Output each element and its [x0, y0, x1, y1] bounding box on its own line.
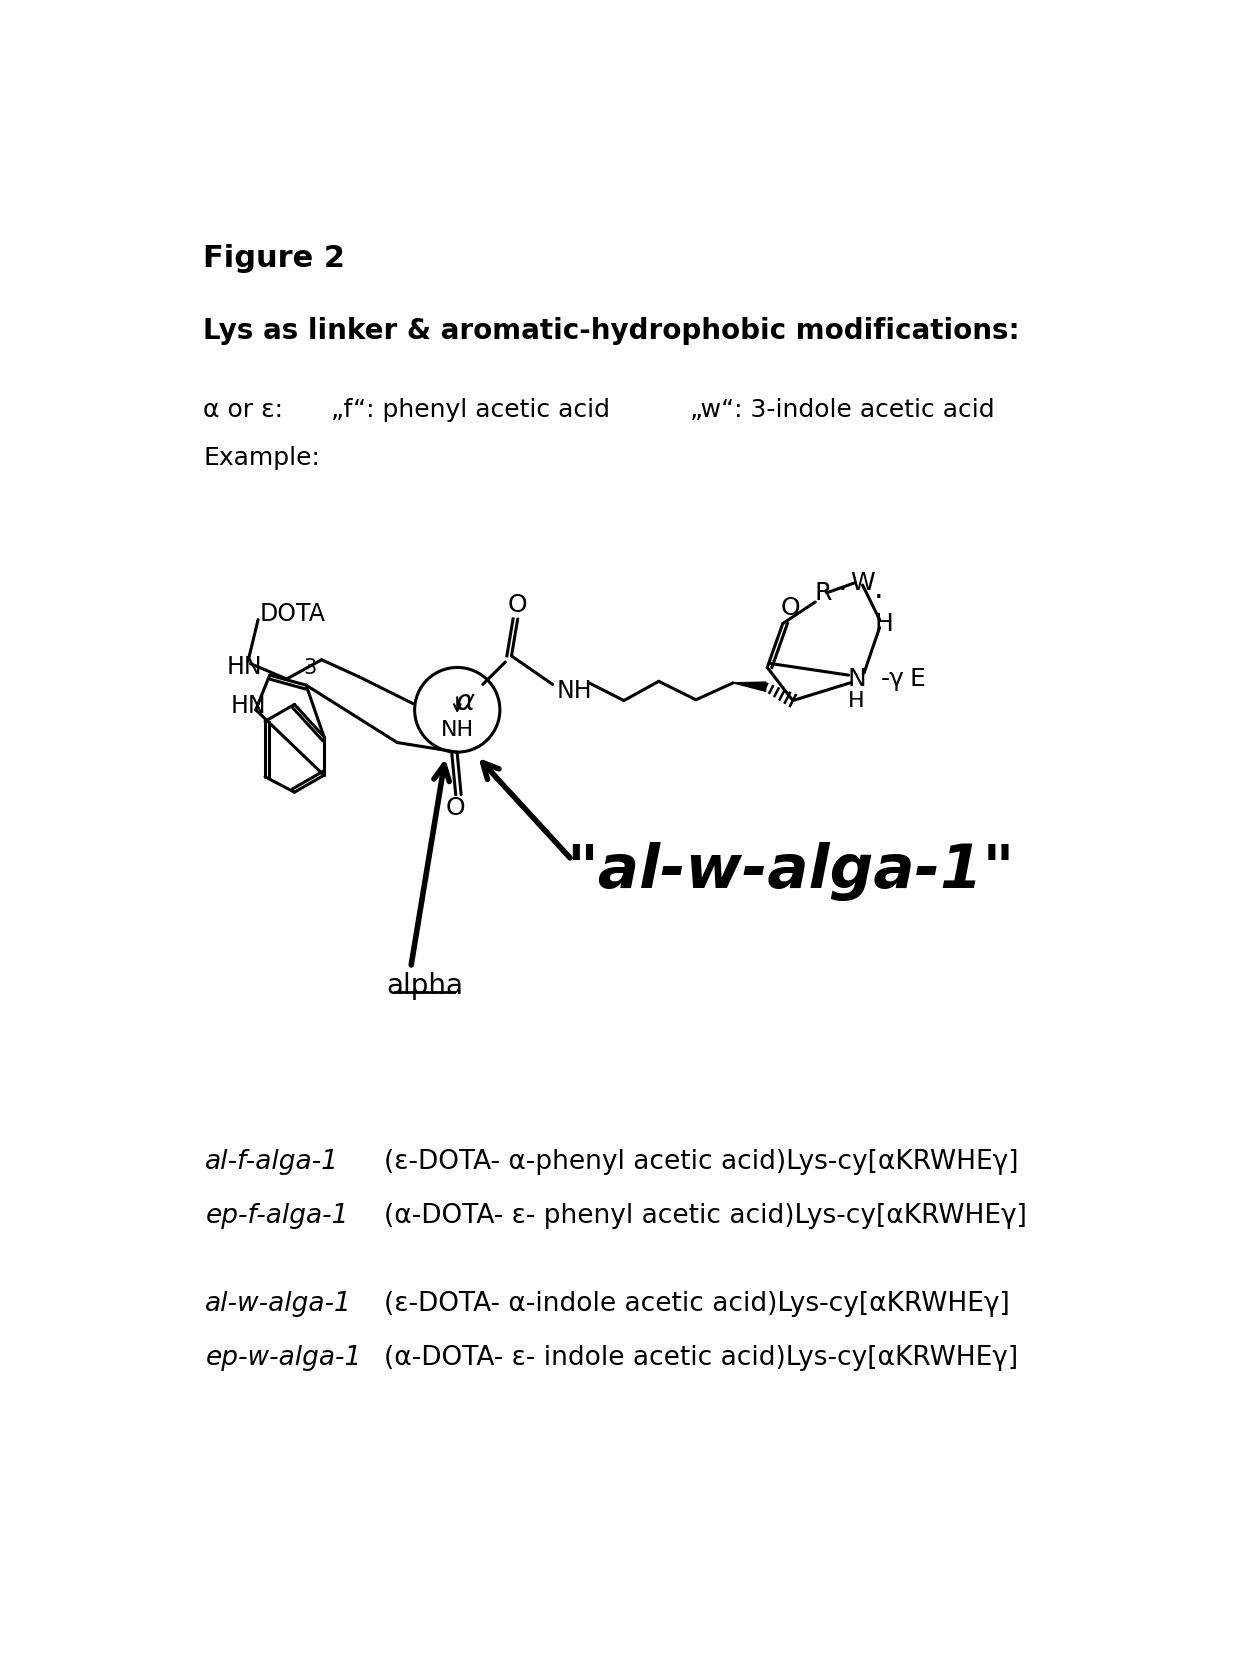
Text: Example:: Example: — [203, 447, 320, 470]
Text: HN: HN — [227, 655, 263, 679]
Text: Figure 2: Figure 2 — [203, 244, 345, 272]
Text: ep-w-alga-1: ep-w-alga-1 — [206, 1346, 362, 1371]
Text: O: O — [508, 593, 527, 617]
Text: NH: NH — [557, 679, 591, 702]
Text: (α-DOTA- ε- phenyl acetic acid)Lys-cy[αKRWHEγ]: (α-DOTA- ε- phenyl acetic acid)Lys-cy[αK… — [383, 1203, 1027, 1228]
Text: ·: · — [837, 576, 847, 605]
Text: W: W — [851, 571, 875, 595]
Text: DOTA: DOTA — [259, 601, 325, 625]
Polygon shape — [733, 682, 766, 690]
Text: N: N — [847, 667, 866, 690]
Text: H: H — [874, 612, 893, 635]
Text: (α-DOTA- ε- indole acetic acid)Lys-cy[αKRWHEγ]: (α-DOTA- ε- indole acetic acid)Lys-cy[αK… — [383, 1346, 1018, 1371]
Text: O: O — [446, 796, 465, 820]
Text: HN: HN — [231, 694, 267, 717]
Text: 3: 3 — [304, 659, 316, 679]
Text: H: H — [848, 690, 864, 711]
Text: R: R — [815, 581, 832, 605]
Text: O: O — [781, 596, 800, 620]
Text: ·: · — [873, 583, 883, 613]
Text: (ε-DOTA- α-phenyl acetic acid)Lys-cy[αKRWHEγ]: (ε-DOTA- α-phenyl acetic acid)Lys-cy[αKR… — [383, 1149, 1018, 1174]
Text: E: E — [909, 667, 925, 690]
Text: alpha: alpha — [386, 971, 464, 1000]
Text: "al-w-alga-1": "al-w-alga-1" — [565, 842, 1014, 900]
Text: (ε-DOTA- α-indole acetic acid)Lys-cy[αKRWHEγ]: (ε-DOTA- α-indole acetic acid)Lys-cy[αKR… — [383, 1292, 1009, 1317]
Text: -γ: -γ — [882, 667, 905, 690]
Text: al-w-alga-1: al-w-alga-1 — [206, 1292, 352, 1317]
Text: ep-f-alga-1: ep-f-alga-1 — [206, 1203, 348, 1228]
Text: α: α — [455, 689, 475, 716]
Text: NH: NH — [440, 719, 474, 739]
Text: al-f-alga-1: al-f-alga-1 — [206, 1149, 340, 1174]
Text: Lys as linker & aromatic-hydrophobic modifications:: Lys as linker & aromatic-hydrophobic mod… — [203, 318, 1019, 344]
Text: α or ε:      „f“: phenyl acetic acid          „w“: 3-indole acetic acid: α or ε: „f“: phenyl acetic acid „w“: 3-i… — [203, 398, 994, 422]
